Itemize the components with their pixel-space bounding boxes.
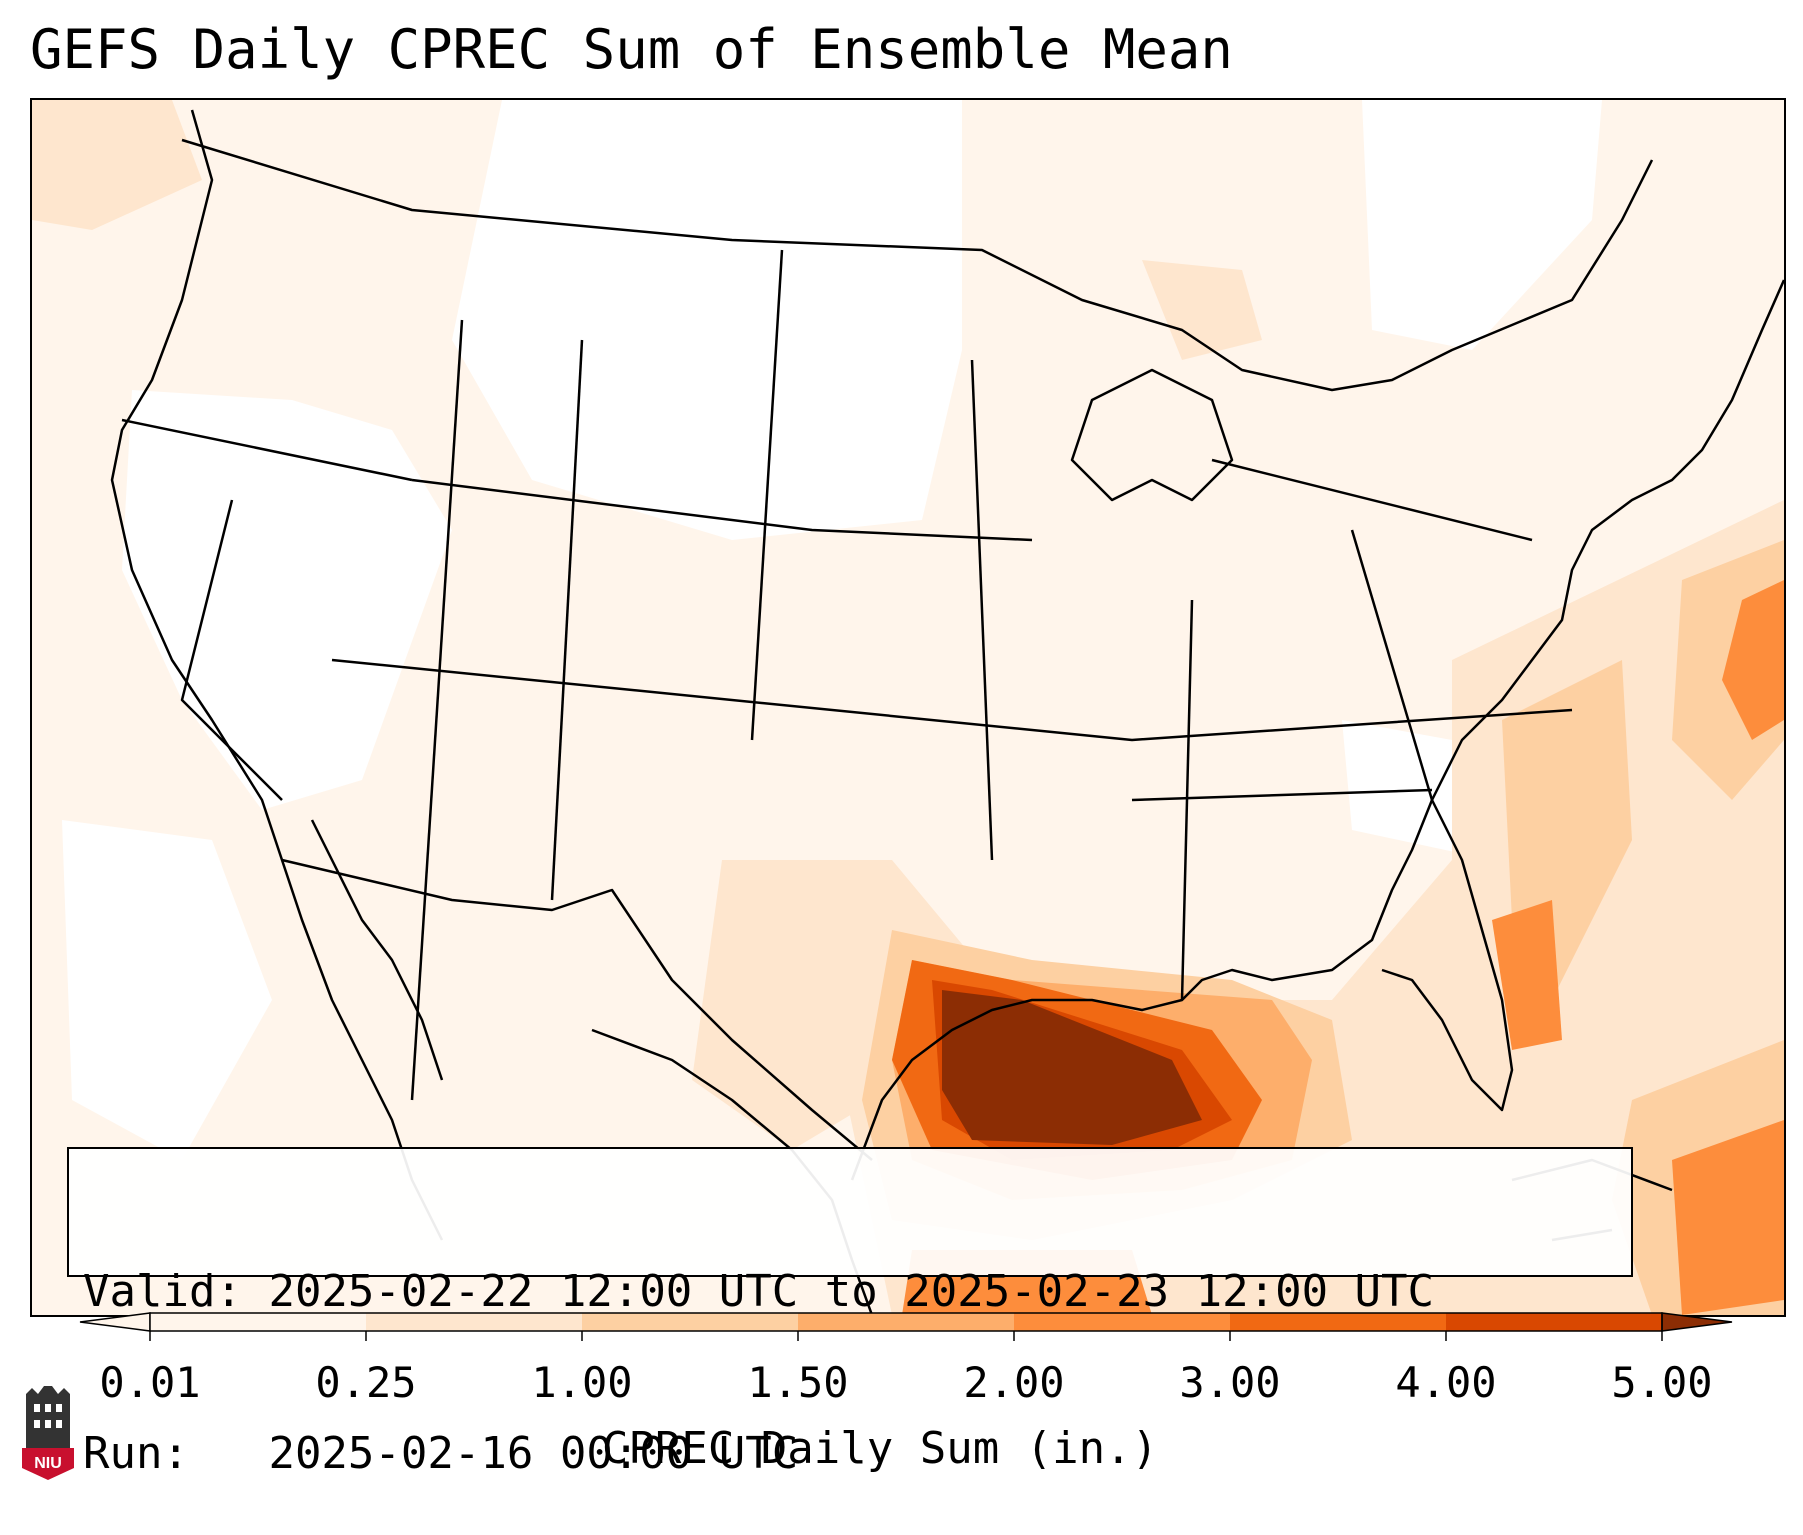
logo-text: NIU xyxy=(34,1455,62,1472)
max-gulf xyxy=(942,990,1202,1145)
colorbar-tick-label: 3.00 xyxy=(1179,1358,1281,1407)
baja-outline xyxy=(310,819,444,1081)
white-area-north xyxy=(1362,100,1602,350)
canada-border xyxy=(181,138,1654,392)
state-line-2 xyxy=(411,478,1033,542)
valid-run-info-box: Valid: 2025-02-22 12:00 UTC to 2025-02-2… xyxy=(67,1147,1633,1479)
colorbar-outline xyxy=(149,1312,1663,1332)
white-area-plains xyxy=(452,100,962,540)
florida-outline xyxy=(1381,799,1514,1112)
east-coast-outline xyxy=(1430,279,1784,801)
logo-tower xyxy=(26,1386,70,1448)
state-line-11 xyxy=(1211,458,1533,542)
colorbar-segment xyxy=(366,1313,582,1331)
colorbar-tick-label: 4.00 xyxy=(1395,1358,1497,1407)
map-panel xyxy=(30,98,1786,1317)
colorbar-label: CPREC Daily Sum (in.) xyxy=(601,1423,1159,1474)
precip-map xyxy=(32,100,1784,1315)
run-line: Run: 2025-02-16 00:00 UTC xyxy=(83,1427,1631,1481)
colorbar-tick-label: 0.01 xyxy=(99,1358,201,1407)
state-line-7 xyxy=(1180,599,1194,1001)
valid-label: Valid: xyxy=(83,1266,242,1317)
colorbar-ticks xyxy=(149,1331,1663,1341)
logo-shield xyxy=(22,1448,74,1480)
orange-atlantic xyxy=(1722,580,1784,740)
run-label: Run: xyxy=(83,1428,189,1479)
state-line-1 xyxy=(121,418,413,482)
colorbar-segment xyxy=(1446,1313,1662,1331)
light-band-texas xyxy=(692,860,992,1150)
colorbar-extend-low xyxy=(79,1312,151,1332)
us-mexico-border xyxy=(281,858,873,1161)
state-line-4 xyxy=(550,339,584,901)
colorbar-segments xyxy=(79,1312,1733,1332)
state-line-12 xyxy=(1131,788,1433,802)
colorbar-extend-high xyxy=(1661,1312,1733,1332)
state-line-8 xyxy=(180,499,283,801)
colorbar-segment xyxy=(798,1313,1014,1331)
colorbar-segment xyxy=(582,1313,798,1331)
page-title: GEFS Daily CPREC Sum of Ensemble Mean xyxy=(30,18,1233,81)
state-line-5 xyxy=(750,249,784,741)
colorbar-tick-label: 5.00 xyxy=(1611,1358,1713,1407)
state-line-10 xyxy=(1350,529,1434,801)
niu-logo: NIU xyxy=(22,1386,74,1480)
colorbar-segment xyxy=(1014,1313,1230,1331)
state-line-6 xyxy=(970,359,994,861)
colorbar-segment xyxy=(1230,1313,1446,1331)
orange-caribbean xyxy=(1672,1120,1784,1315)
colorbar-tick-label: 0.25 xyxy=(315,1358,417,1407)
precip-field xyxy=(32,100,1784,1315)
state-line-3 xyxy=(331,658,1573,742)
colorbar-tick-label: 1.50 xyxy=(747,1358,849,1407)
run-value: 2025-02-16 00:00 UTC xyxy=(268,1428,799,1479)
valid-value: 2025-02-22 12:00 UTC to 2025-02-23 12:00… xyxy=(268,1266,1435,1317)
colorbar xyxy=(79,1312,1733,1341)
west-coast-outline xyxy=(110,109,444,1241)
colorbar-tick-label: 2.00 xyxy=(963,1358,1065,1407)
light-northwest xyxy=(32,100,202,230)
light-michigan xyxy=(1142,260,1262,360)
white-area-pacific xyxy=(62,820,272,1160)
valid-line: Valid: 2025-02-22 12:00 UTC to 2025-02-2… xyxy=(83,1265,1631,1319)
great-lakes xyxy=(1070,368,1234,502)
orange-florida xyxy=(1492,900,1562,1050)
colorbar-segment xyxy=(150,1313,366,1331)
colorbar-tick-label: 1.00 xyxy=(531,1358,633,1407)
state-line-9 xyxy=(410,319,464,1101)
white-area-west xyxy=(122,390,452,810)
